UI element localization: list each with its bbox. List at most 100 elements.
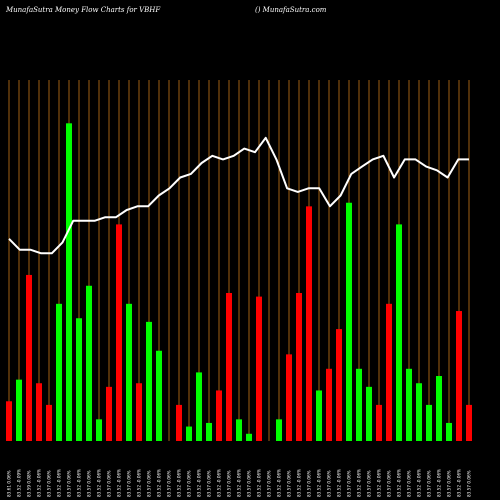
x-tick-label: 83.57 0.06% [67,470,72,497]
money-flow-bar [456,311,462,441]
money-flow-bar [356,368,362,441]
money-flow-bar [26,274,32,441]
money-flow-bar [446,422,452,441]
money-flow-bar [256,296,262,441]
x-tick-label: 83.52 -0.06% [197,469,202,497]
x-tick-label: 83.57 0.06% [467,470,472,497]
x-tick-label: 83.57 0.06% [127,470,132,497]
x-tick-label: 83.57 0.06% [87,470,92,497]
money-flow-line-group [8,136,469,255]
bar-series [6,123,472,441]
money-flow-bar [176,404,182,441]
x-tick-label: 83.57 0.06% [447,470,452,497]
x-tick-label: 83.52 -0.06% [417,469,422,497]
x-tick-label: 83.57 0.06% [327,470,332,497]
x-tick-label: 83.57 0.06% [267,470,272,497]
money-flow-bar [186,426,192,441]
x-tick-label: 83.59 0.08% [27,470,32,497]
x-tick-label: 83.57 0.06% [187,470,192,497]
money-flow-bar [116,224,122,441]
x-tick-label: 83.52 -0.06% [97,469,102,497]
money-flow-bar [226,292,232,441]
money-flow-bar [236,419,242,441]
money-flow-bar [196,372,202,441]
money-flow-bar [56,303,62,441]
x-axis-tick-labels: 83.61 0.06% 83.52 -0.09% 83.59 0.08% 83.52 … [7,469,472,497]
money-flow-bar [86,285,92,441]
x-tick-label: 83.57 0.06% [387,470,392,497]
money-flow-bar [16,379,22,441]
x-tick-label: 83.57 0.06% [407,470,412,497]
money-flow-bar [336,329,342,441]
money-flow-bar [46,404,52,441]
money-flow-bar [136,383,142,441]
money-flow-bar [6,401,12,441]
money-flow-bar [276,419,282,441]
money-flow-bar [146,321,152,441]
money-flow-bar [386,303,392,441]
money-flow-bar [376,404,382,441]
money-flow-bar [156,350,162,441]
money-flow-bar [246,433,252,441]
x-tick-label: 83.61 0.06% [7,470,12,497]
x-tick-label: 83.52 -0.06% [397,469,402,497]
money-flow-bar [426,404,432,441]
x-tick-label: 83.52 -0.06% [217,469,222,497]
x-tick-label: 83.52 -0.06% [77,469,82,497]
site-credit: () MunafaSutra.com [255,6,327,14]
x-tick-label: 83.57 0.06% [207,470,212,497]
money-flow-bar [296,292,302,441]
money-flow-bar [286,354,292,441]
x-tick-label: 83.52 -0.06% [137,469,142,497]
money-flow-bar [406,368,412,441]
x-tick-label: 83.57 0.06% [247,470,252,497]
chart-title: MunafaSutra Money Flow Charts for VBHF [5,6,161,14]
x-tick-label: 83.52 -0.06% [257,469,262,497]
x-tick-label: 83.52 -0.06% [237,469,242,497]
x-tick-label: 83.52 -0.06% [117,469,122,497]
x-tick-label: 83.57 0.06% [287,470,292,497]
x-tick-label: 83.57 0.06% [147,470,152,497]
x-tick-label: 83.52 -0.06% [377,469,382,497]
x-tick-label: 83.52 -0.06% [457,469,462,497]
money-flow-bar [206,422,212,441]
x-tick-label: 83.52 -0.06% [157,469,162,497]
x-tick-label: 83.57 0.06% [47,470,52,497]
money-flow-bar [436,376,442,441]
x-tick-label: 83.52 -0.06% [177,469,182,497]
x-tick-label: 83.57 0.06% [227,470,232,497]
x-tick-label: 83.57 0.06% [347,470,352,497]
x-tick-label: 83.52 -0.06% [37,469,42,497]
x-tick-label: 83.52 -0.06% [357,469,362,497]
money-flow-bar [96,419,102,441]
money-flow-bar [76,318,82,441]
money-flow-bar [106,386,112,441]
x-tick-label: 83.52 -0.06% [277,469,282,497]
x-tick-label: 83.52 -0.06% [317,469,322,497]
money-flow-bar [416,383,422,441]
money-flow-bar [466,404,472,441]
x-tick-label: 83.57 0.06% [307,470,312,497]
money-flow-bar [216,390,222,441]
money-flow-bar [66,123,72,441]
x-tick-label: 83.52 -0.09% [17,469,22,497]
x-tick-label: 83.57 0.06% [367,470,372,497]
x-tick-label: 83.52 -0.06% [437,469,442,497]
money-flow-bar [346,202,352,441]
money-flow-line [8,136,469,255]
money-flow-bar [306,206,312,441]
x-tick-label: 83.57 0.06% [167,470,172,497]
money-flow-bar [36,383,42,441]
money-flow-bar [396,224,402,441]
x-tick-label: 83.52 -0.06% [297,469,302,497]
x-tick-label: 83.52 -0.06% [337,469,342,497]
money-flow-bar [366,386,372,441]
x-tick-label: 83.57 0.06% [107,470,112,497]
money-flow-bar [126,303,132,441]
money-flow-bar [316,390,322,441]
money-flow-bar [326,368,332,441]
x-tick-label: 83.52 -0.06% [57,469,62,497]
x-tick-label: 83.57 0.06% [427,470,432,497]
